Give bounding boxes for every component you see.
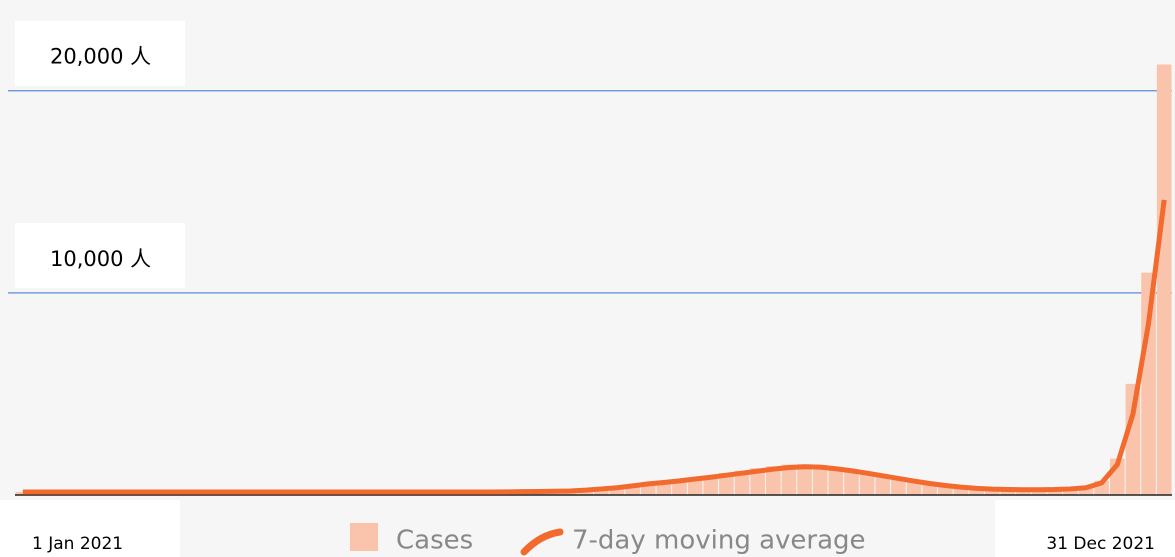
bar	[1016, 490, 1031, 495]
bar	[1031, 489, 1047, 495]
bar	[703, 475, 719, 495]
legend-label: Cases	[396, 526, 473, 556]
bar	[765, 466, 781, 495]
bar	[1078, 487, 1094, 495]
legend-line	[520, 528, 564, 556]
bar	[734, 470, 750, 495]
bar	[844, 469, 859, 495]
x-tick-label: 1 Jan 2021	[32, 534, 123, 554]
bar	[828, 467, 844, 495]
x-tick-label: 31 Dec 2021	[1046, 534, 1155, 554]
bar	[719, 473, 734, 495]
bar	[750, 468, 765, 495]
y-tick-label: 10,000 人	[50, 247, 151, 271]
tick-label-box	[15, 20, 185, 86]
y-tick-label: 20,000 人	[50, 45, 151, 69]
tick-label-box	[15, 222, 185, 288]
bar	[1141, 272, 1156, 495]
bar	[984, 489, 1000, 495]
plot-area	[0, 0, 1175, 500]
bar	[937, 486, 953, 495]
bar	[875, 475, 891, 495]
legend-label: 7-day moving average	[572, 526, 866, 556]
bar	[953, 488, 969, 495]
bar	[797, 464, 812, 495]
bar	[781, 464, 797, 495]
average-line	[22, 199, 1167, 495]
bar	[594, 488, 609, 495]
bar	[859, 472, 875, 495]
legend-area	[180, 500, 995, 557]
bar	[625, 485, 640, 495]
bar	[969, 489, 984, 495]
bar	[609, 487, 625, 495]
bar	[922, 484, 937, 495]
bar	[891, 478, 906, 495]
legend-swatch	[350, 523, 378, 551]
bar	[640, 483, 656, 495]
bar	[1000, 490, 1016, 495]
bar	[1063, 488, 1078, 495]
bar	[1156, 64, 1172, 496]
bar	[906, 481, 922, 495]
bar	[812, 465, 828, 495]
bar	[1125, 383, 1141, 495]
bar	[1047, 489, 1063, 495]
